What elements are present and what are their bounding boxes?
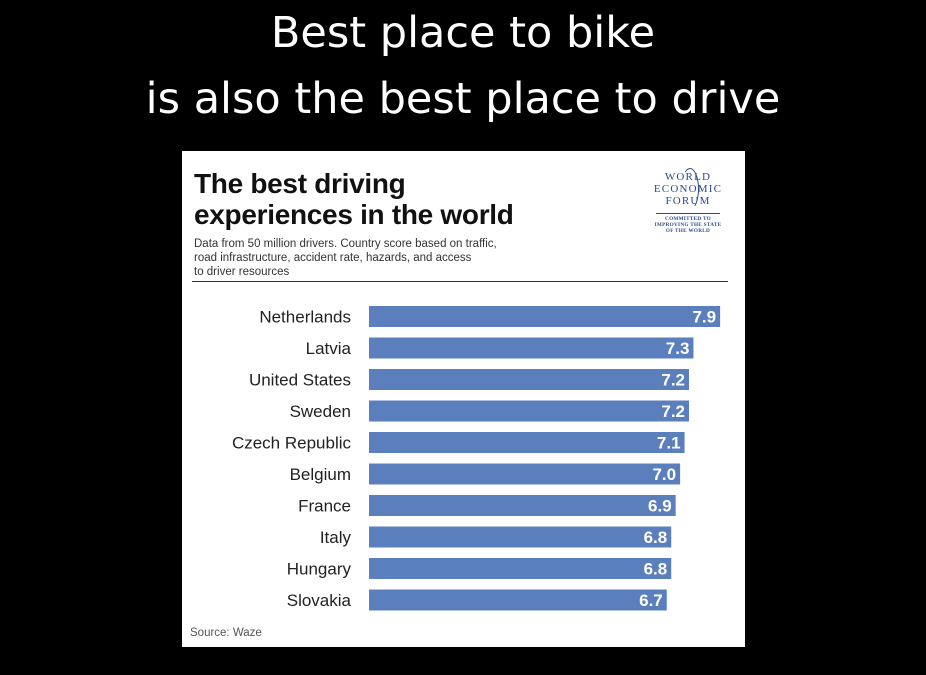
data-label: 6.7 [639, 591, 663, 610]
chart-subtitle-line-3: to driver resources [194, 266, 290, 278]
bar [369, 400, 689, 422]
chart-title-line-1: The best driving [194, 168, 406, 199]
category-label: Belgium [290, 465, 351, 484]
logo-divider [656, 213, 720, 214]
chart-card: The best driving experiences in the worl… [182, 151, 745, 647]
category-label: Latvia [306, 339, 352, 358]
chart-title: The best driving experiences in the worl… [194, 168, 514, 230]
category-label: Czech Republic [232, 434, 352, 453]
data-label: 7.0 [652, 465, 676, 484]
bar [369, 337, 694, 359]
data-label: 7.9 [692, 308, 716, 327]
chart-subtitle-line-2: road infrastructure, accident rate, haza… [194, 252, 472, 264]
world-economic-forum-logo: WORLD ECONOMIC FORUM COMMITTED TO IMPROV… [645, 168, 731, 234]
data-label: 7.1 [657, 434, 681, 453]
bar [369, 463, 681, 485]
slide-title: Best place to bike is also the best plac… [0, 0, 926, 132]
chart-title-line-2: experiences in the world [194, 199, 514, 230]
logo-tagline-3: OF THE WORLD [665, 228, 711, 234]
logo-tagline-1: COMMITTED TO [665, 216, 711, 222]
chart-subtitle-line-1: Data from 50 million drivers. Country sc… [194, 238, 497, 250]
category-label: Hungary [287, 560, 352, 579]
category-label: France [298, 497, 351, 516]
data-label: 7.2 [661, 402, 685, 421]
bar [369, 558, 672, 579]
chart-source: Source: Waze [190, 627, 262, 639]
header-divider [192, 281, 728, 282]
bar [369, 369, 689, 390]
chart-subtitle: Data from 50 million drivers. Country sc… [194, 237, 574, 279]
logo-arc-icon [681, 168, 699, 210]
category-label: Italy [320, 528, 352, 547]
data-label: 6.8 [644, 528, 668, 547]
category-label: Netherlands [259, 308, 351, 327]
bar [369, 589, 667, 611]
bar [369, 306, 721, 327]
category-label: United States [249, 371, 351, 390]
bar [369, 526, 672, 548]
slide-title-line-2: is also the best place to drive [145, 74, 781, 124]
data-label: 7.3 [666, 339, 690, 358]
data-label: 7.2 [661, 371, 685, 390]
logo-tagline-2: IMPROVING THE STATE [654, 222, 722, 228]
data-label: 6.8 [644, 560, 668, 579]
data-label: 6.9 [648, 497, 672, 516]
category-label: Sweden [290, 402, 351, 421]
slide-title-line-1: Best place to bike [270, 8, 656, 58]
category-label: Slovakia [287, 591, 352, 610]
bar-chart: Netherlands 7.9 Latvia 7.3 United States 7.2 S… [232, 306, 721, 611]
bar [369, 495, 676, 516]
bar [369, 432, 685, 453]
